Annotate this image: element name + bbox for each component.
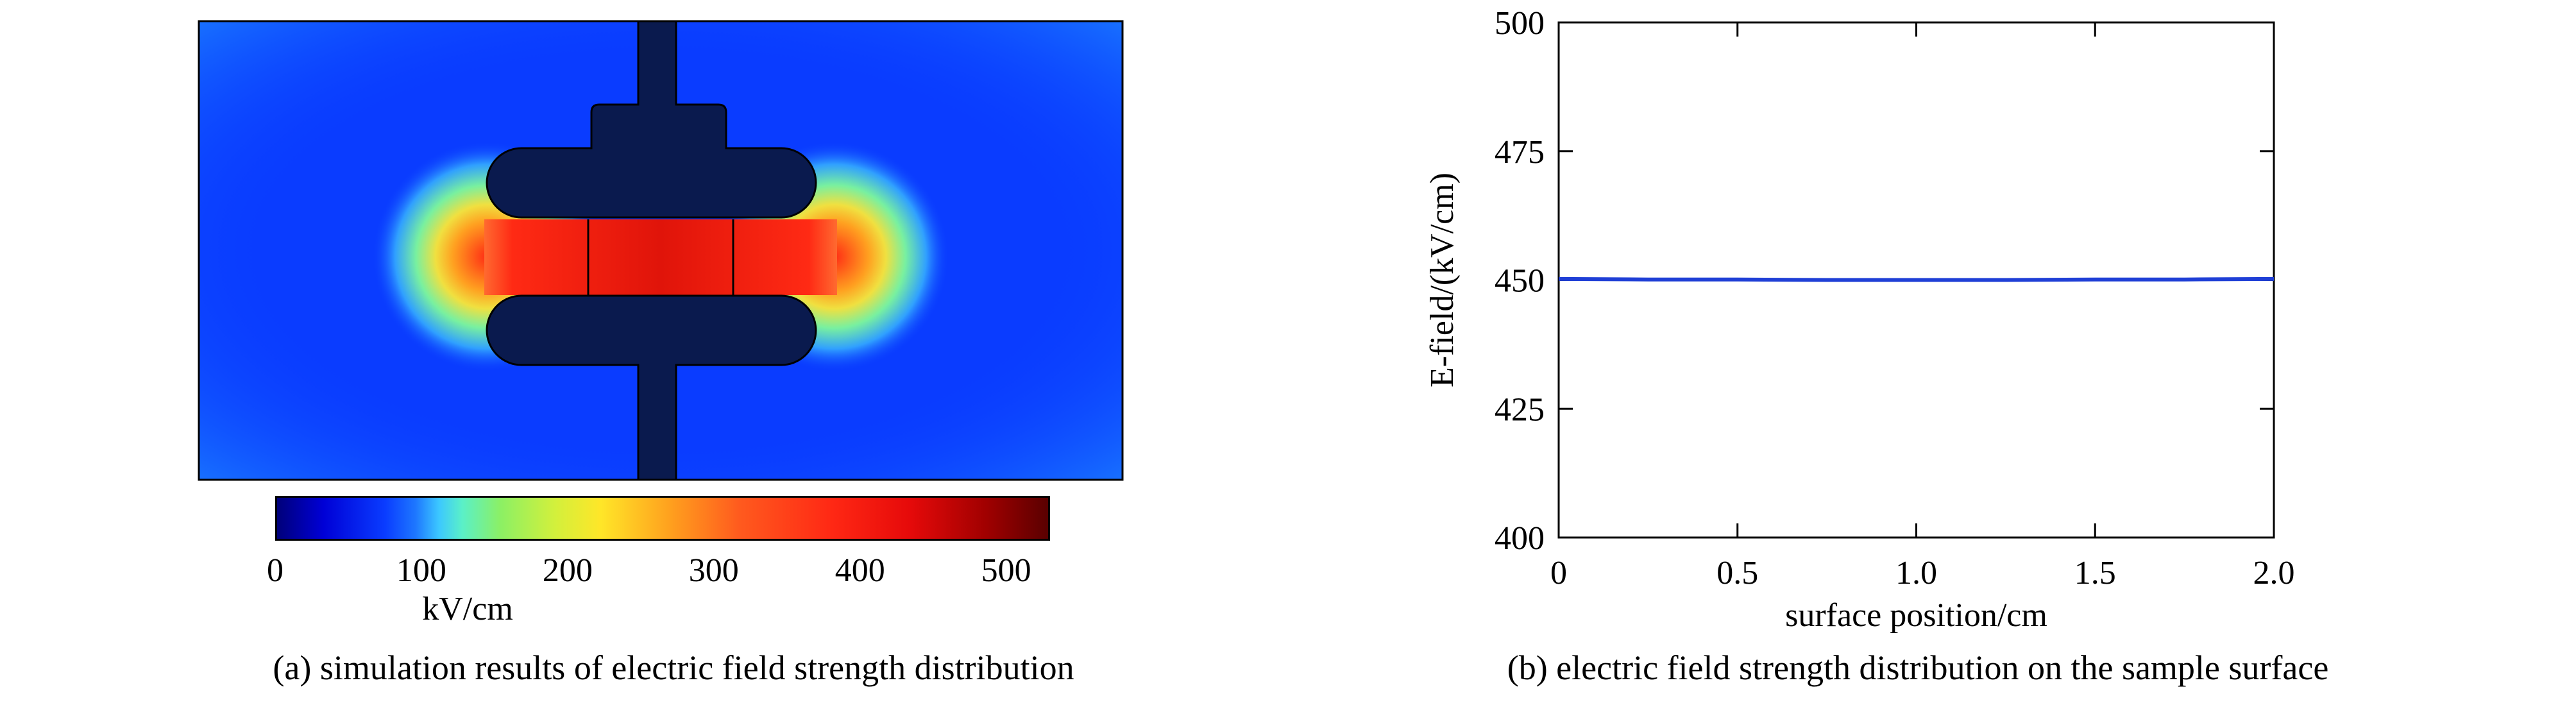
colorbar-tick-label: 400 [835,552,885,589]
x-tick-label: 1.5 [2074,555,2116,591]
y-tick-label: 425 [1495,391,1545,428]
efield-series-line [1558,276,2275,282]
upper-electrode [486,20,817,219]
colorbar-tick-label: 100 [396,552,446,589]
x-tick-label: 2.0 [2253,555,2295,591]
y-tick-label: 450 [1495,263,1545,300]
x-axis-label: surface position/cm [1785,597,2047,634]
field-frame [198,20,1124,481]
colorbar-unit: kV/cm [422,591,513,627]
gap-high-field [484,219,837,295]
colorbar-tick-label: 200 [542,552,593,589]
colorbar-tick-label: 300 [688,552,739,589]
y-axis-label: E-field/(kV/cm) [1424,173,1461,387]
x-tick-label: 0 [1550,555,1567,591]
x-tick-label: 0.5 [1716,555,1758,591]
caption-a: (a) simulation results of electric field… [273,648,1074,687]
colorbar [275,496,1050,541]
y-tick-label: 500 [1495,5,1545,42]
caption-b: (b) electric field strength distribution… [1507,648,2329,687]
x-tick-label: 1.0 [1895,555,1937,591]
field-simulation-panel [192,18,1129,541]
y-tick-label: 475 [1495,134,1545,171]
colorbar-tick-label: 0 [267,552,284,589]
y-tick-label: 400 [1495,520,1545,557]
field-simulation-image [198,20,1124,481]
colorbar-tick-label: 500 [981,552,1031,589]
